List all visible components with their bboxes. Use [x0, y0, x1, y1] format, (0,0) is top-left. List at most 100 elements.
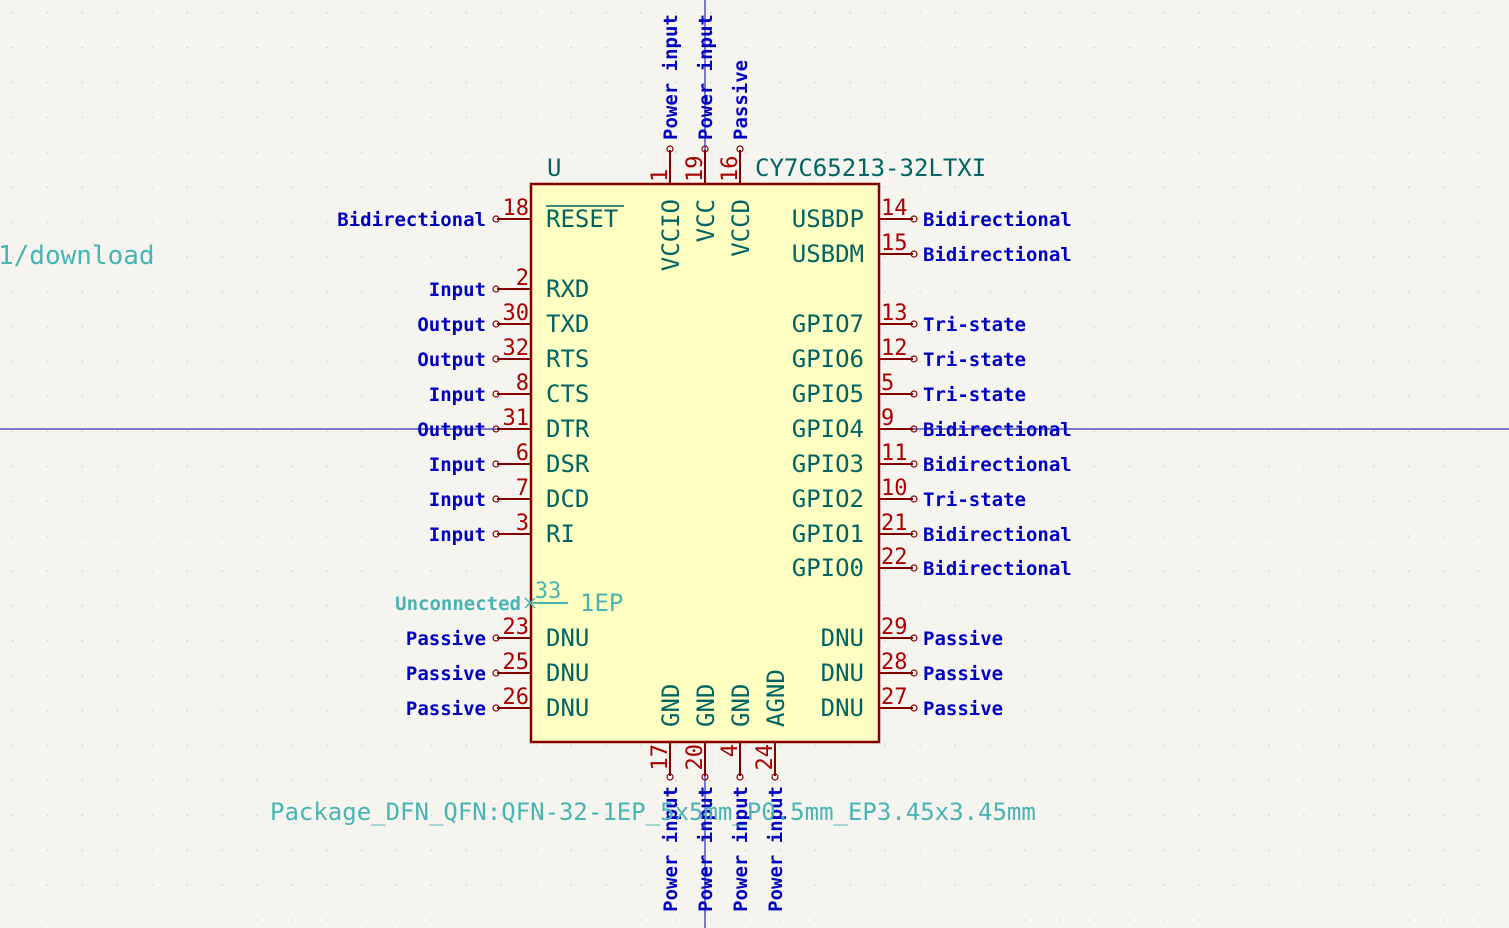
- pin-endpoint[interactable]: [492, 495, 500, 503]
- pin-endpoint[interactable]: [910, 320, 918, 328]
- pin-number: 25: [503, 650, 530, 675]
- pin-endpoint[interactable]: [492, 634, 500, 642]
- pin-type: Bidirectional: [337, 209, 486, 231]
- pin-type: Unconnected: [395, 593, 521, 615]
- pin-endpoint[interactable]: [910, 634, 918, 642]
- pin-number: 27: [881, 685, 908, 710]
- pin-type: Input: [429, 524, 486, 546]
- footprint-field[interactable]: Package_DFN_QFN:QFN-32-1EP_5x5mm_P0.5mm_…: [270, 798, 1036, 826]
- pin-endpoint[interactable]: [492, 669, 500, 677]
- pin-name: VCCIO: [657, 199, 685, 271]
- component-body[interactable]: [529, 182, 881, 744]
- pin-name: GPIO0: [792, 554, 864, 582]
- pin-endpoint[interactable]: [492, 215, 500, 223]
- pin-endpoint[interactable]: [910, 460, 918, 468]
- pin-number: 15: [881, 231, 908, 256]
- pin-endpoint[interactable]: [910, 669, 918, 677]
- pin-name: RESET: [546, 205, 618, 233]
- pin-endpoint[interactable]: [492, 704, 500, 712]
- pin-type: Tri-state: [923, 349, 1026, 371]
- pin-endpoint[interactable]: [910, 215, 918, 223]
- pin-name: DTR: [546, 415, 590, 443]
- pin-name: DNU: [821, 624, 864, 652]
- pin-number: 22: [881, 545, 908, 570]
- reference-designator[interactable]: U: [547, 154, 561, 182]
- pin-name: GPIO1: [792, 520, 864, 548]
- pin-number: 17: [648, 744, 673, 771]
- pin-name: GPIO4: [792, 415, 864, 443]
- pin-type: Bidirectional: [923, 454, 1072, 476]
- pin-endpoint[interactable]: [492, 320, 500, 328]
- pin-name: DNU: [821, 659, 864, 687]
- pin-type: Input: [429, 489, 486, 511]
- pin-type: Bidirectional: [923, 244, 1072, 266]
- pin-name: GND: [657, 684, 685, 727]
- pin-endpoint[interactable]: [492, 425, 500, 433]
- pin-endpoint[interactable]: [910, 704, 918, 712]
- pin-type: Power input: [660, 14, 682, 140]
- pin-number: 26: [503, 685, 530, 710]
- pin-endpoint[interactable]: [492, 355, 500, 363]
- pin-name: AGND: [762, 669, 790, 727]
- pin-number: 2: [516, 266, 529, 291]
- pin-number: 6: [516, 441, 529, 466]
- pin-number: 28: [881, 650, 908, 675]
- pin-type: Input: [429, 454, 486, 476]
- pin-type: Power input: [765, 786, 787, 912]
- pin-number: 10: [881, 476, 908, 501]
- pin-type: Tri-state: [923, 489, 1026, 511]
- pin-endpoint[interactable]: [771, 773, 779, 781]
- pin-endpoint[interactable]: [910, 250, 918, 258]
- pin-type: Passive: [406, 698, 486, 720]
- pin-endpoint[interactable]: [666, 773, 674, 781]
- pin-type: Power input: [695, 786, 717, 912]
- pin-number: 21: [881, 511, 908, 536]
- pin-type: Passive: [923, 698, 1003, 720]
- pin-name: GPIO5: [792, 380, 864, 408]
- pin-number: 16: [718, 156, 743, 183]
- pin-number: 29: [881, 615, 908, 640]
- pin-type: Output: [417, 314, 486, 336]
- pin-endpoint[interactable]: [736, 145, 744, 153]
- pin-name: RXD: [546, 275, 589, 303]
- pin-endpoint[interactable]: [666, 145, 674, 153]
- pin-name: GPIO3: [792, 450, 864, 478]
- pin-name: TXD: [546, 310, 589, 338]
- pin-type: Passive: [406, 628, 486, 650]
- pin-endpoint[interactable]: [492, 390, 500, 398]
- pin-endpoint[interactable]: [910, 425, 918, 433]
- pin-endpoint[interactable]: [701, 145, 709, 153]
- pin-number: 19: [683, 156, 708, 183]
- pin-endpoint[interactable]: [910, 564, 918, 572]
- pins-layer: [492, 145, 918, 781]
- pin-type: Output: [417, 349, 486, 371]
- pin-number: 3: [516, 511, 529, 536]
- pin-number: 12: [881, 336, 908, 361]
- pin-type: Output: [417, 419, 486, 441]
- pin-number: 9: [881, 406, 894, 431]
- pin-endpoint[interactable]: [492, 530, 500, 538]
- pin-type: Bidirectional: [923, 209, 1072, 231]
- pin-type: Tri-state: [923, 384, 1026, 406]
- pin-name: DNU: [821, 694, 864, 722]
- pin-endpoint[interactable]: [910, 355, 918, 363]
- pin-endpoint[interactable]: [910, 495, 918, 503]
- pin-endpoint[interactable]: [492, 285, 500, 293]
- pin-number: 31: [503, 406, 530, 431]
- pin-type: Passive: [406, 663, 486, 685]
- pin-number: 24: [753, 744, 778, 771]
- pin-endpoint[interactable]: [736, 773, 744, 781]
- pin-endpoint[interactable]: [701, 773, 709, 781]
- pin-type: Input: [429, 279, 486, 301]
- pin-type: Passive: [730, 60, 752, 140]
- pin-endpoint[interactable]: [492, 460, 500, 468]
- component-value[interactable]: CY7C65213-32LTXI: [755, 154, 986, 182]
- pin-number: 23: [503, 615, 530, 640]
- pin-endpoint[interactable]: [910, 530, 918, 538]
- pin-number: 18: [503, 196, 530, 221]
- pin-name: GND: [692, 684, 720, 727]
- pin-endpoint[interactable]: [910, 390, 918, 398]
- pin-type: Power input: [695, 14, 717, 140]
